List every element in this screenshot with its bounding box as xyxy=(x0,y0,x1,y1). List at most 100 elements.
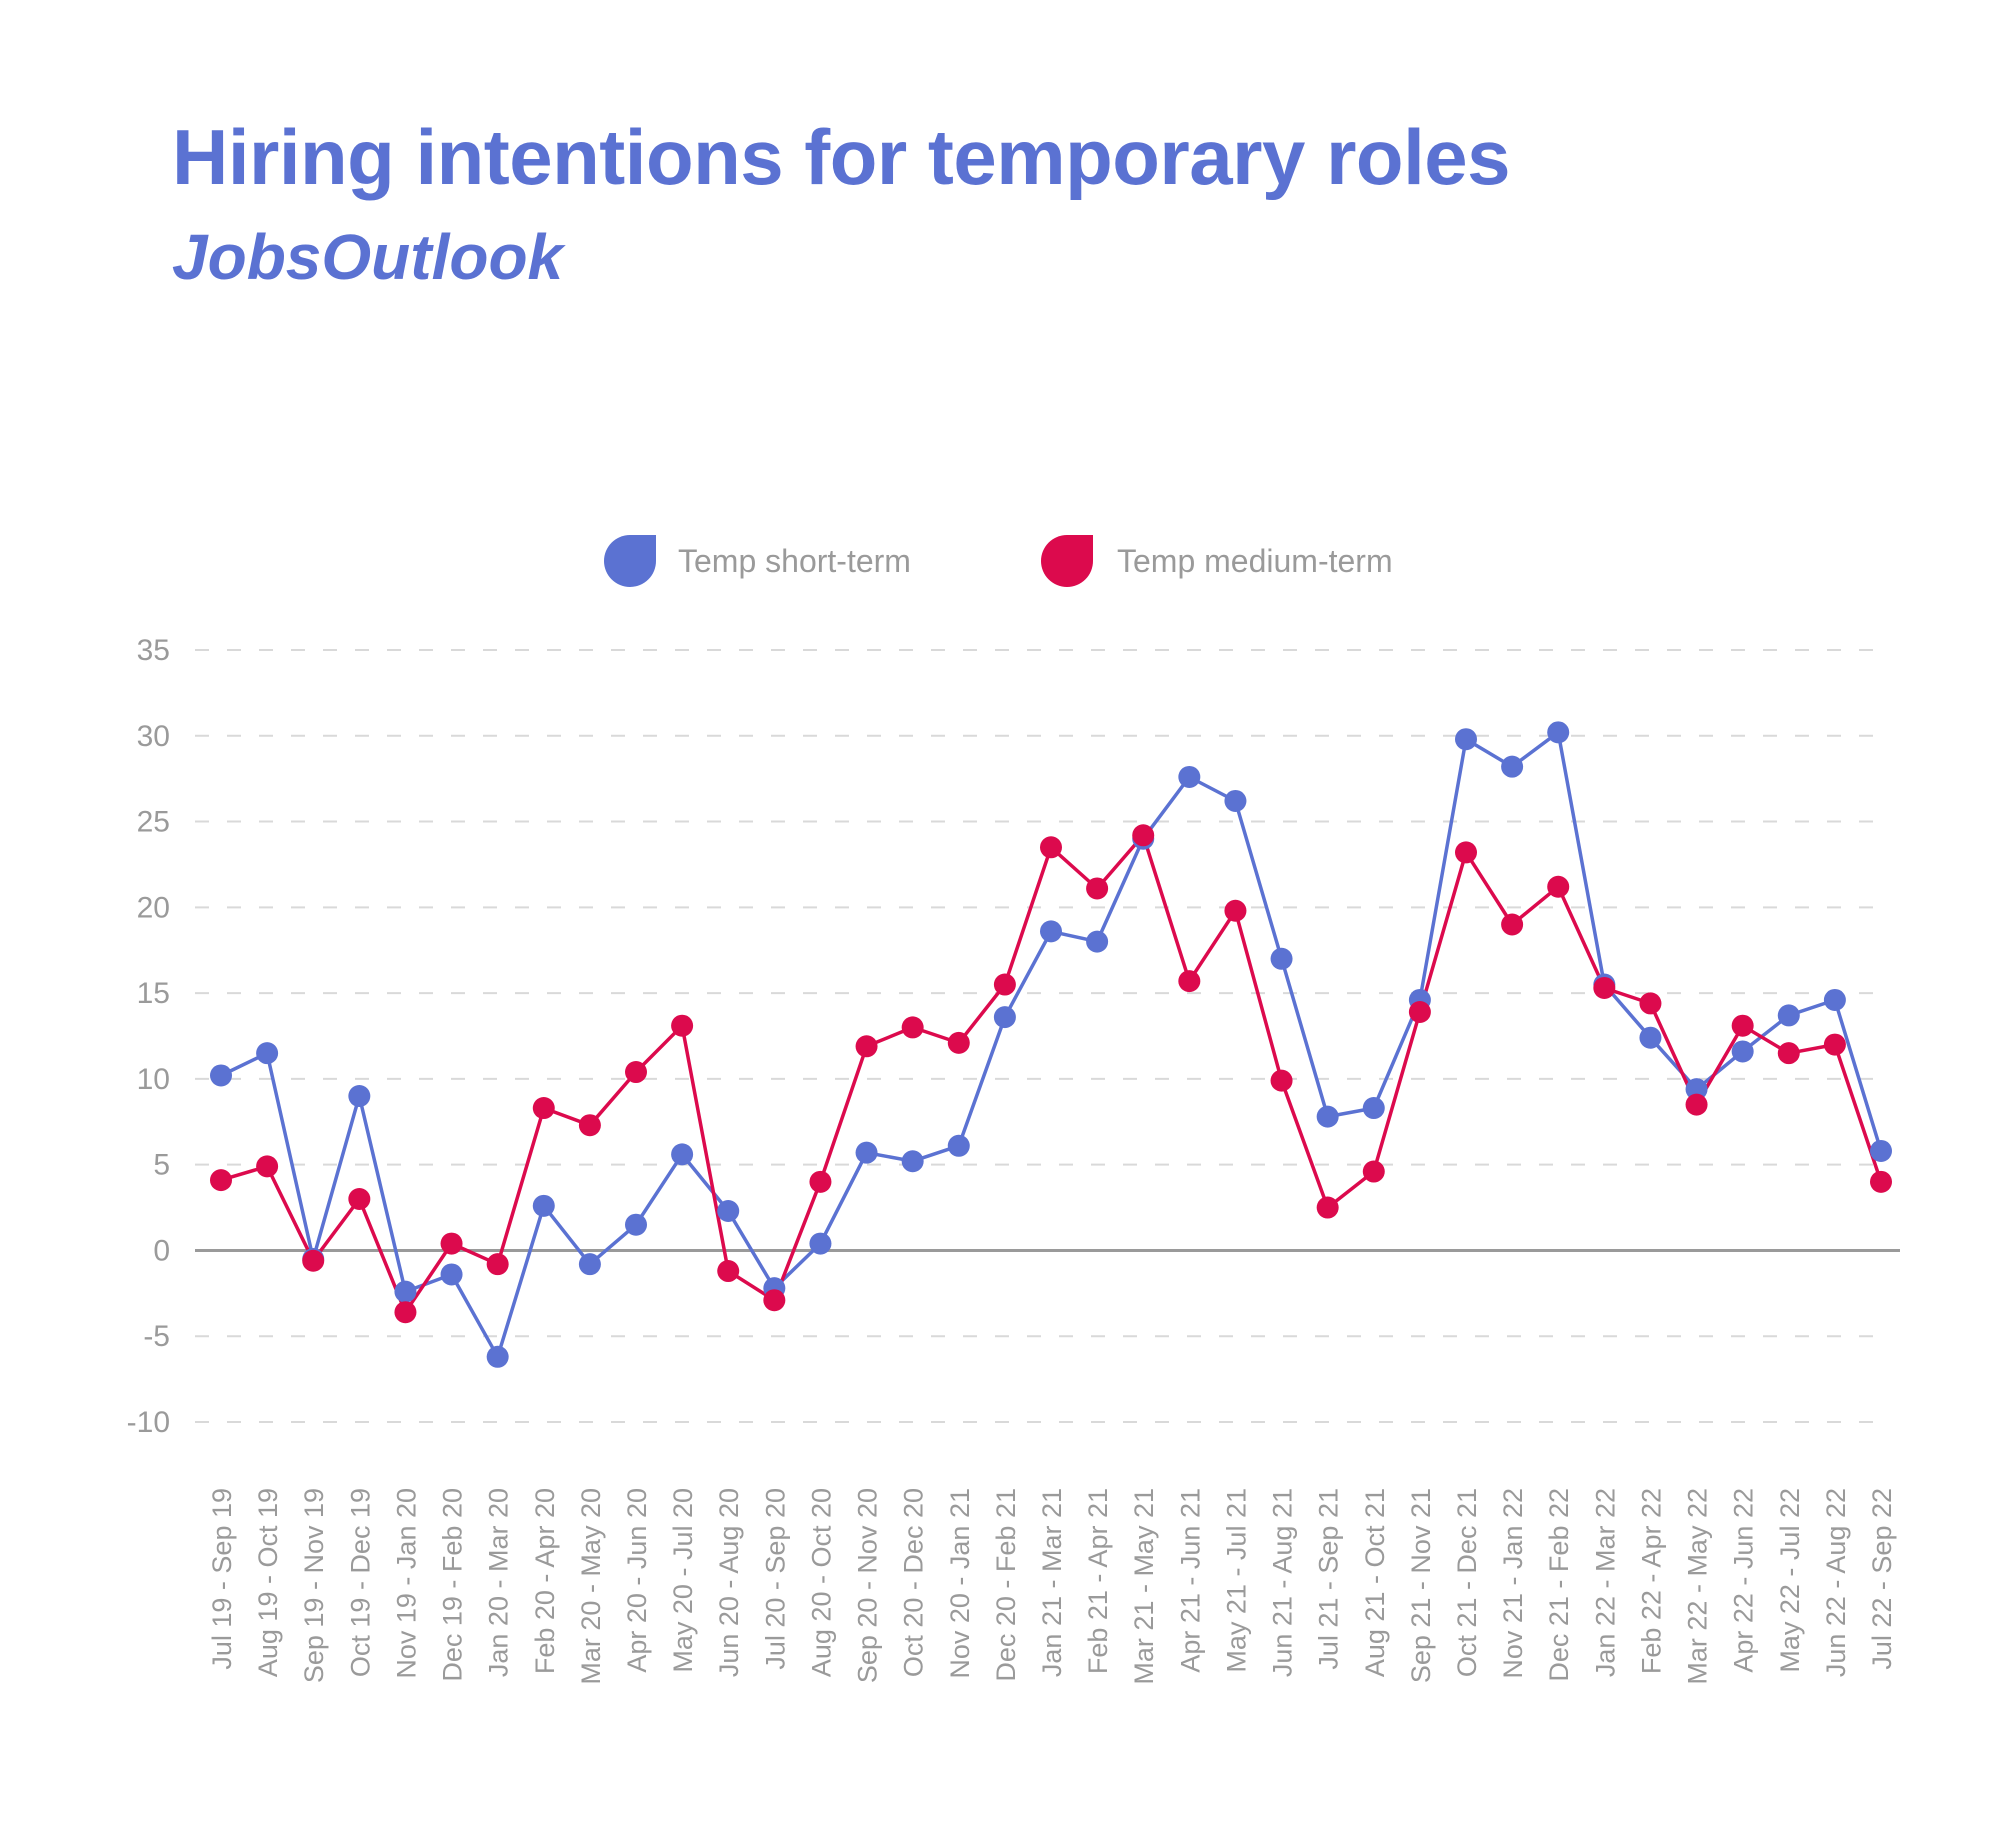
x-tick-label: May 21 - Jul 21 xyxy=(1221,1488,1251,1673)
data-point-medium-term xyxy=(578,1114,601,1137)
x-tick-label: Aug 21 - Oct 21 xyxy=(1360,1488,1390,1677)
data-point-medium-term xyxy=(440,1232,463,1255)
data-point-short-term xyxy=(1455,728,1477,751)
data-point-medium-term xyxy=(1270,1069,1293,1092)
x-tick-label: Dec 21 - Feb 22 xyxy=(1544,1488,1574,1682)
x-tick-label: Aug 19 - Oct 19 xyxy=(253,1488,283,1677)
x-tick-label: Nov 19 - Jan 20 xyxy=(391,1488,421,1679)
x-tick-label: Dec 19 - Feb 20 xyxy=(438,1488,468,1682)
data-point-short-term xyxy=(578,1253,601,1276)
data-point-medium-term xyxy=(1547,875,1570,898)
x-tick-label: Jan 20 - Mar 20 xyxy=(484,1488,514,1677)
data-point-medium-term xyxy=(993,973,1016,996)
data-point-medium-term xyxy=(763,1289,786,1312)
x-tick-label: Jan 21 - Mar 21 xyxy=(1037,1488,1067,1677)
y-tick-label: 10 xyxy=(137,1063,170,1096)
data-point-short-term xyxy=(256,1042,279,1065)
data-point-short-term xyxy=(993,1006,1016,1029)
x-tick-label: Jun 21 - Aug 21 xyxy=(1268,1488,1298,1677)
x-tick-label: Feb 22 - Apr 22 xyxy=(1636,1488,1666,1674)
x-tick-label: Nov 21 - Jan 22 xyxy=(1498,1488,1528,1679)
data-point-short-term xyxy=(1870,1139,1892,1162)
data-point-medium-term xyxy=(1455,841,1477,864)
data-point-medium-term xyxy=(717,1260,740,1283)
legend-swatch xyxy=(1041,535,1093,587)
data-point-short-term xyxy=(1823,988,1846,1011)
y-tick-label: 20 xyxy=(137,891,170,924)
data-point-short-term xyxy=(486,1345,509,1368)
data-point-short-term xyxy=(1040,920,1062,943)
x-tick-label: Jun 20 - Aug 20 xyxy=(714,1488,744,1677)
x-tick-label: Nov 20 - Jan 21 xyxy=(945,1488,975,1679)
x-tick-label: May 20 - Jul 20 xyxy=(668,1488,698,1673)
data-point-short-term xyxy=(1086,930,1109,953)
x-tick-label: Oct 19 - Dec 19 xyxy=(345,1488,375,1677)
x-tick-label: Sep 21 - Nov 21 xyxy=(1406,1488,1436,1683)
data-point-medium-term xyxy=(625,1061,647,1084)
data-point-short-term xyxy=(855,1141,878,1164)
data-point-medium-term xyxy=(1501,913,1524,936)
data-point-medium-term xyxy=(532,1097,555,1120)
y-axis: 35 30 25 20 15 10 5 0 -5 -10 xyxy=(127,634,170,1439)
data-point-medium-term xyxy=(1408,1000,1431,1023)
x-tick-label: Dec 20 - Feb 21 xyxy=(991,1488,1021,1682)
data-point-short-term xyxy=(348,1085,371,1108)
chart-legend: Temp short-term Temp medium-term xyxy=(604,535,1393,587)
data-point-medium-term xyxy=(1685,1093,1708,1116)
x-tick-label: Jul 19 - Sep 19 xyxy=(207,1488,237,1670)
x-tick-label: Jul 22 - Sep 22 xyxy=(1867,1488,1897,1670)
series-points xyxy=(210,721,1892,1368)
x-tick-label: Sep 19 - Nov 19 xyxy=(299,1488,329,1683)
data-point-short-term xyxy=(1224,789,1247,812)
data-point-short-term xyxy=(809,1232,832,1255)
data-point-short-term xyxy=(1316,1105,1339,1128)
x-tick-label: Mar 21 - May 21 xyxy=(1129,1488,1159,1685)
y-tick-label: 30 xyxy=(137,720,170,753)
data-point-short-term xyxy=(1639,1026,1662,1049)
data-point-medium-term xyxy=(1362,1160,1385,1183)
x-tick-label: Feb 21 - Apr 21 xyxy=(1083,1488,1113,1674)
data-point-medium-term xyxy=(256,1155,279,1178)
data-point-short-term xyxy=(1547,721,1570,744)
legend-label: Temp medium-term xyxy=(1117,543,1393,579)
x-tick-label: Mar 22 - May 22 xyxy=(1683,1488,1713,1685)
x-tick-label: Sep 20 - Nov 20 xyxy=(853,1488,883,1683)
data-point-short-term xyxy=(901,1150,924,1173)
legend-item: Temp medium-term xyxy=(1041,535,1393,587)
data-point-medium-term xyxy=(809,1170,832,1193)
data-point-short-term xyxy=(1362,1097,1385,1120)
data-point-medium-term xyxy=(947,1031,970,1054)
data-point-medium-term xyxy=(901,1016,924,1039)
x-tick-label: Apr 21 - Jun 21 xyxy=(1175,1488,1205,1673)
y-tick-label: 0 xyxy=(153,1234,170,1267)
data-point-medium-term xyxy=(302,1249,325,1272)
page-title: Hiring intentions for temporary roles xyxy=(172,113,1511,201)
data-point-short-term xyxy=(671,1143,694,1166)
x-tick-label: Mar 20 - May 20 xyxy=(576,1488,606,1685)
data-point-short-term xyxy=(210,1064,232,1087)
x-tick-label: Jul 20 - Sep 20 xyxy=(760,1488,790,1670)
x-tick-label: Oct 21 - Dec 21 xyxy=(1452,1488,1482,1677)
data-point-short-term xyxy=(394,1280,417,1303)
x-tick-label: Aug 20 - Oct 20 xyxy=(806,1488,836,1677)
data-point-medium-term xyxy=(855,1035,878,1058)
data-point-medium-term xyxy=(1086,877,1109,900)
data-point-medium-term xyxy=(348,1187,371,1210)
data-point-medium-term xyxy=(1639,992,1662,1015)
chart-gridlines xyxy=(195,649,1900,1423)
data-point-medium-term xyxy=(486,1253,509,1276)
data-point-medium-term xyxy=(1132,824,1155,847)
x-tick-label: May 22 - Jul 22 xyxy=(1775,1488,1805,1673)
data-point-short-term xyxy=(625,1213,647,1236)
x-tick-label: Feb 20 - Apr 20 xyxy=(530,1488,560,1674)
data-point-short-term xyxy=(947,1134,970,1157)
y-tick-label: 5 xyxy=(153,1149,170,1182)
data-point-medium-term xyxy=(1224,899,1247,922)
x-tick-label: Jul 21 - Sep 21 xyxy=(1314,1488,1344,1670)
data-point-medium-term xyxy=(394,1301,417,1324)
data-point-short-term xyxy=(1685,1078,1708,1101)
data-point-medium-term xyxy=(1731,1014,1754,1037)
legend-label: Temp short-term xyxy=(678,543,911,579)
y-tick-label: 15 xyxy=(137,977,170,1010)
